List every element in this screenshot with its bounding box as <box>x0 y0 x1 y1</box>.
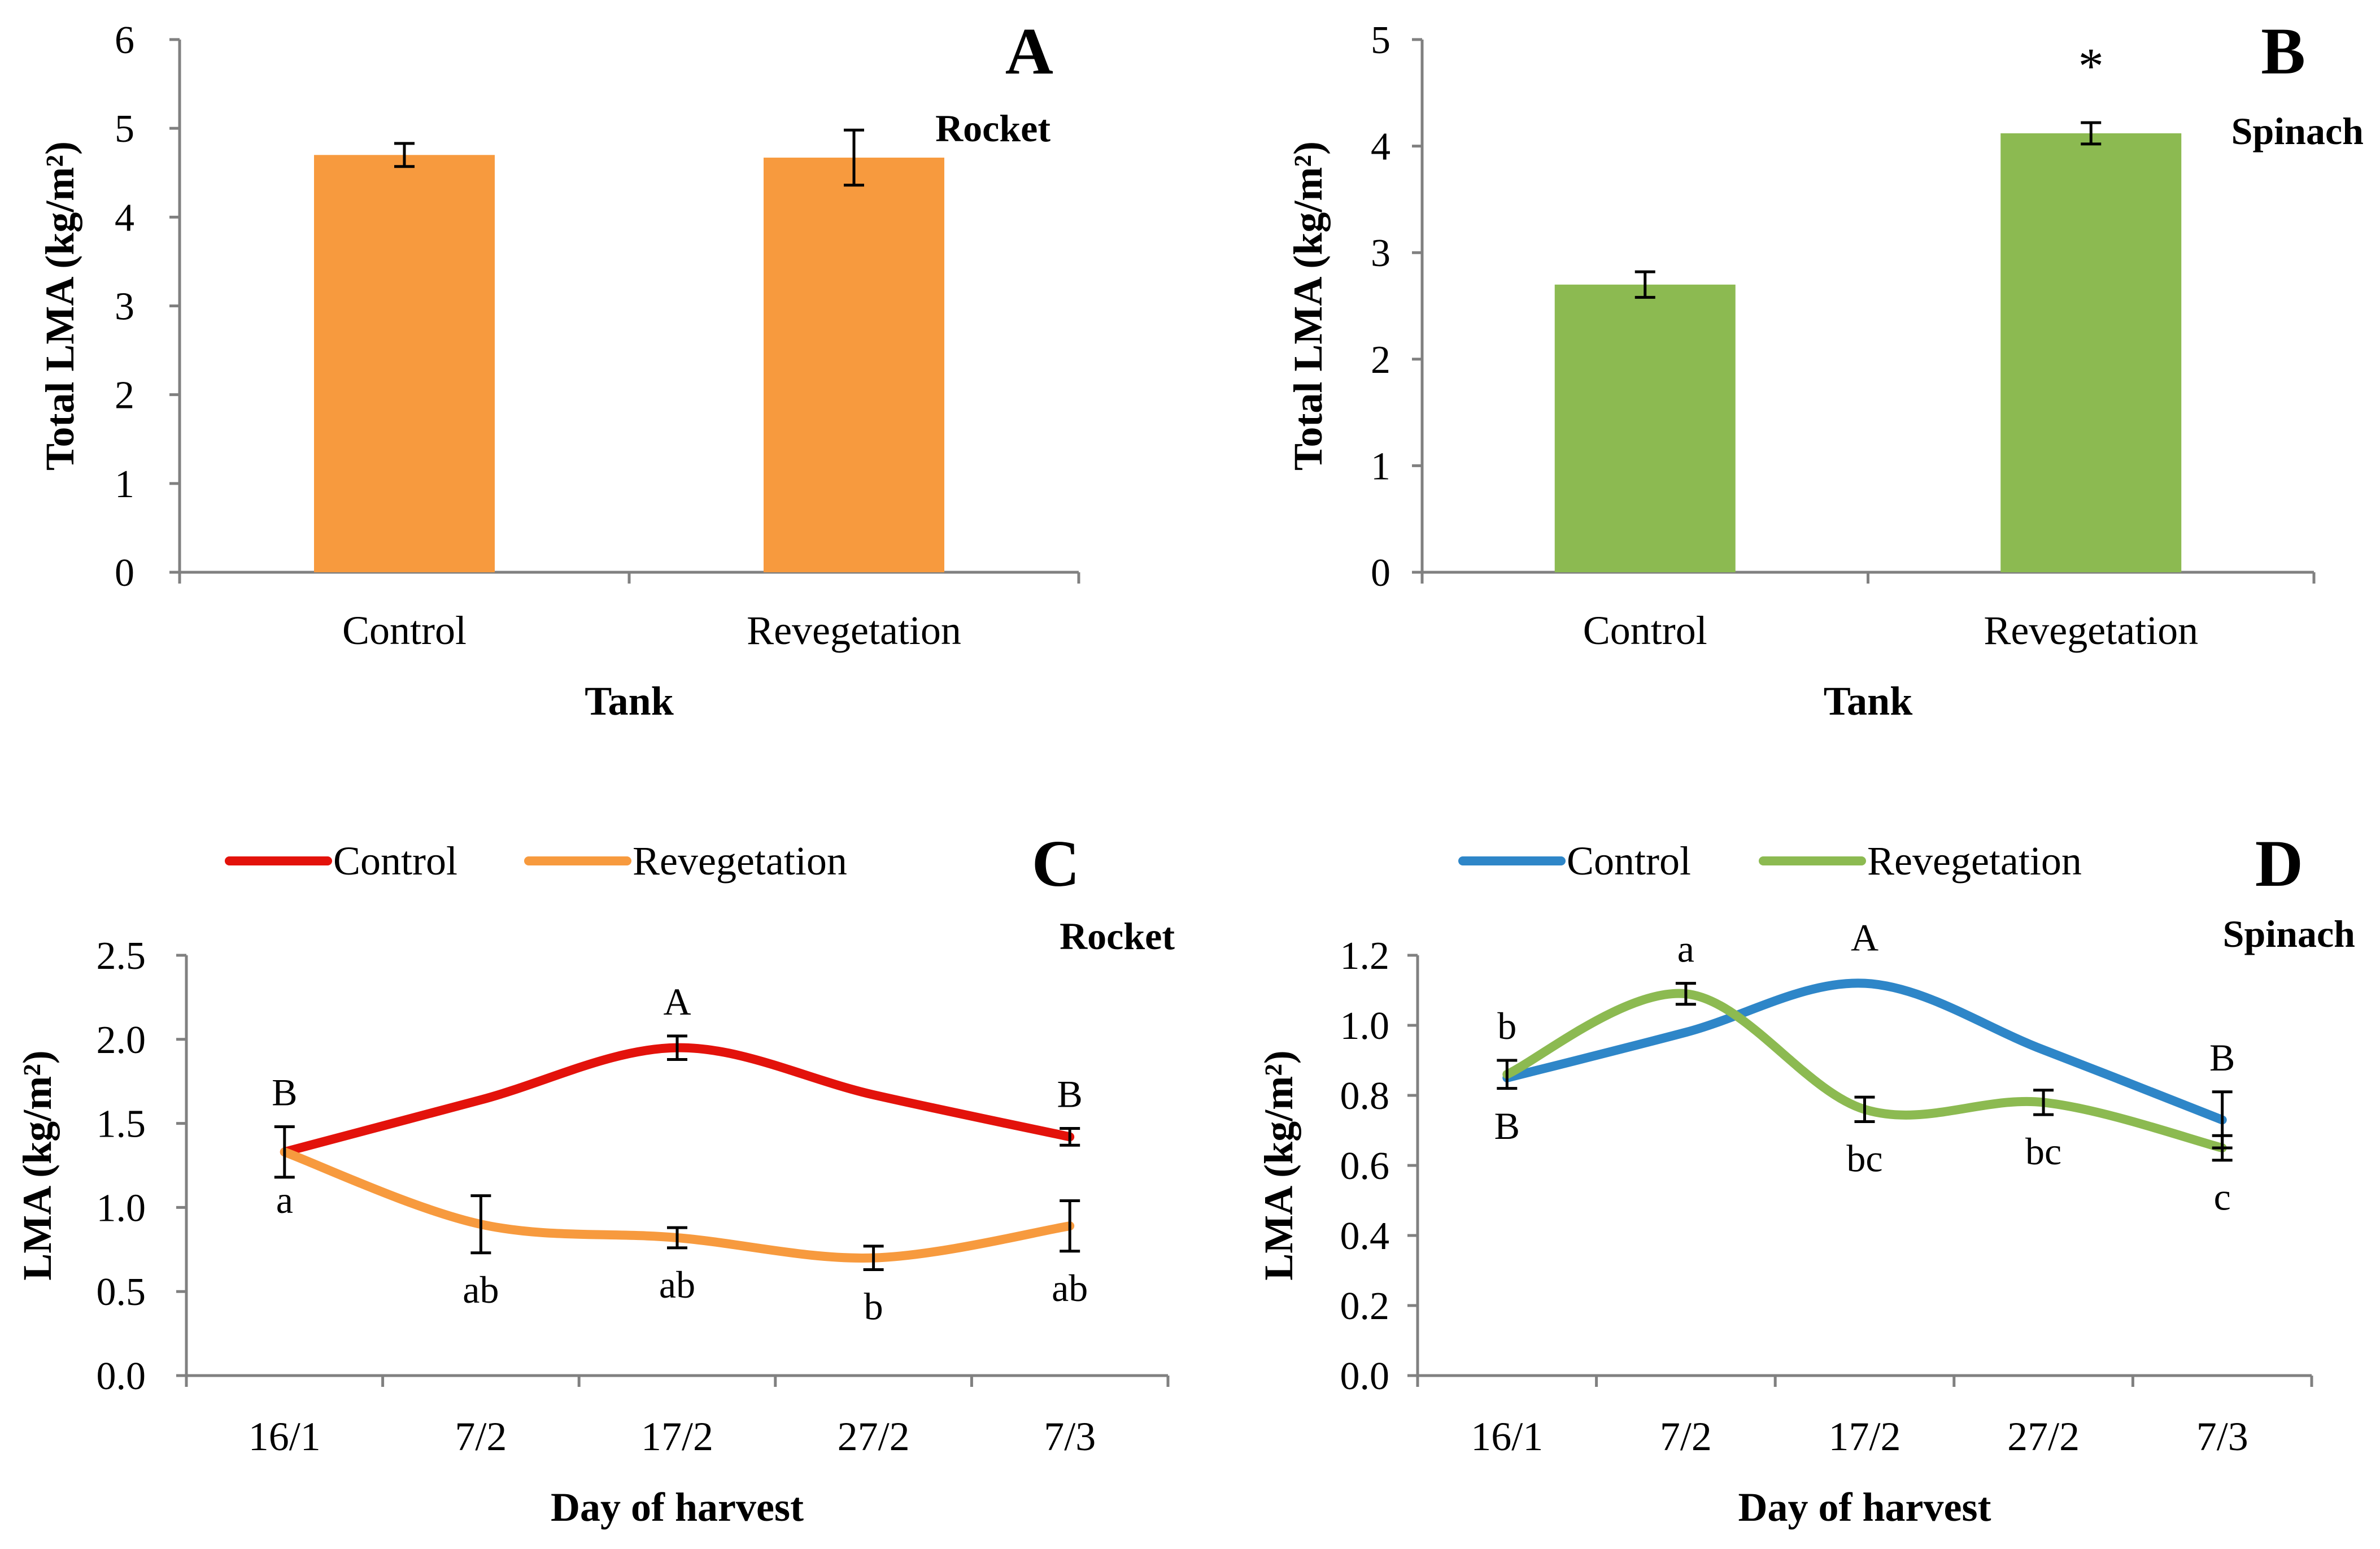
legend-label-revegetation: Revegetation <box>633 838 847 884</box>
y-tick-label: 0.0 <box>1340 1355 1390 1398</box>
x-tick-label: Revegetation <box>747 608 961 653</box>
x-tick-label: 16/1 <box>249 1414 321 1459</box>
significance-letter: ab <box>659 1263 695 1306</box>
y-tick-label: 4 <box>115 196 134 240</box>
y-axis-label: LMA (kg/m²) <box>1256 1050 1301 1281</box>
significance-letter: B <box>2209 1036 2235 1079</box>
bar-control <box>1554 284 1736 572</box>
significance-letter: B <box>1494 1104 1520 1147</box>
y-tick-label: 2.0 <box>97 1019 146 1062</box>
y-tick-label: 0.4 <box>1340 1215 1390 1258</box>
significance-letter: B <box>272 1071 297 1114</box>
y-tick-label: 5 <box>115 107 134 151</box>
x-tick-label: 17/2 <box>1828 1414 1900 1459</box>
y-tick-label: 2.5 <box>97 934 146 978</box>
y-tick-label: 3 <box>115 285 134 329</box>
series-line-control <box>1502 978 2227 1125</box>
significance-letter: bc <box>2025 1130 2061 1173</box>
bar-revegetation <box>764 158 944 572</box>
significance-letter: bc <box>1846 1137 1882 1180</box>
x-tick-label: Revegetation <box>1984 608 2198 653</box>
significance-letter: ab <box>463 1268 499 1311</box>
significance-letter: a <box>1677 928 1694 971</box>
significance-letter: c <box>2214 1176 2231 1219</box>
y-tick-label: 3 <box>1371 232 1390 275</box>
bar-revegetation <box>2000 133 2182 572</box>
y-tick-label: 0.0 <box>97 1355 146 1398</box>
x-tick-label: 17/2 <box>641 1414 713 1459</box>
x-tick-label: Control <box>1583 608 1707 653</box>
panel-title: Rocket <box>935 107 1050 150</box>
y-axis-label: LMA (kg/m²) <box>15 1050 60 1281</box>
y-axis-label: Total LMA (kg/m²) <box>37 141 82 471</box>
series-line-control <box>280 1043 1075 1157</box>
panel-title: Spinach <box>2223 912 2355 955</box>
y-tick-label: 0 <box>115 551 134 595</box>
x-axis-label: Day of harvest <box>1738 1485 1991 1530</box>
significance-letter: ab <box>1052 1267 1088 1309</box>
x-axis-label: Day of harvest <box>551 1485 804 1530</box>
legend-label-control: Control <box>333 838 457 884</box>
y-tick-label: 5 <box>1371 19 1390 62</box>
panel-title: Rocket <box>1060 915 1175 958</box>
y-tick-label: 0.2 <box>1340 1285 1390 1328</box>
y-tick-label: 2 <box>115 374 134 417</box>
legend-label-control: Control <box>1567 838 1691 884</box>
y-tick-label: 1.0 <box>97 1186 146 1230</box>
significance-letter: a <box>276 1178 293 1221</box>
y-tick-label: 1.5 <box>97 1103 146 1146</box>
chart-panel-d: 0.0 0.2 0.4 0.6 0.8 1.0 1.2 16/1 7/2 17/2 27/2 7/3 D… <box>1256 826 2355 1530</box>
y-tick-label: 0.6 <box>1340 1145 1390 1188</box>
y-tick-label: 0.5 <box>97 1270 146 1314</box>
x-tick-label: 7/2 <box>1660 1414 1712 1459</box>
significance-letter: A <box>1851 916 1878 959</box>
x-tick-label: 7/3 <box>2196 1414 2248 1459</box>
x-tick-label: 7/3 <box>1044 1414 1096 1459</box>
y-axis-label: Total LMA (kg/m²) <box>1285 141 1331 471</box>
panel-letter: C <box>1032 826 1080 900</box>
x-tick-label: 16/1 <box>1471 1414 1543 1459</box>
y-tick-label: 1 <box>115 463 134 506</box>
panel-letter: B <box>2261 14 2305 88</box>
x-tick-label: 7/2 <box>455 1414 507 1459</box>
significance-letter: b <box>1497 1004 1516 1047</box>
bar-control <box>314 155 495 573</box>
y-tick-label: 1.0 <box>1340 1004 1390 1048</box>
y-tick-label: 4 <box>1371 125 1390 169</box>
y-tick-label: 6 <box>115 19 134 62</box>
x-tick-label: 27/2 <box>838 1414 910 1459</box>
y-tick-label: 1 <box>1371 445 1390 488</box>
x-axis-label: Tank <box>585 678 674 724</box>
y-tick-label: 0 <box>1371 551 1390 595</box>
chart-panel-c: 0.0 0.5 1.0 1.5 2.0 2.5 16/1 7/2 17/2 27/2 7/3 Day … <box>15 826 1175 1530</box>
y-tick-label: 0.8 <box>1340 1074 1390 1118</box>
significance-letter: B <box>1057 1073 1083 1116</box>
significance-marker: * <box>2078 38 2104 94</box>
significance-letter: A <box>663 980 691 1023</box>
chart-panel-b: 0 1 2 3 4 5 Control Revegetation Tank Total LMA (… <box>1285 14 2364 724</box>
x-tick-label: 27/2 <box>2007 1414 2080 1459</box>
x-axis-label: Tank <box>1824 678 1913 724</box>
y-tick-label: 1.2 <box>1340 934 1390 978</box>
panel-letter: D <box>2255 826 2303 900</box>
legend-label-revegetation: Revegetation <box>1867 838 2082 884</box>
series-line-revegetation <box>1502 989 2227 1152</box>
chart-panel-a: 0 1 2 3 4 5 6 Control Revegetation Tank Total LMA … <box>37 14 1080 724</box>
panel-title: Spinach <box>2231 110 2364 153</box>
significance-letter: b <box>864 1285 883 1328</box>
panel-letter: A <box>1005 14 1053 88</box>
x-tick-label: Control <box>342 608 467 653</box>
y-tick-label: 2 <box>1371 338 1390 382</box>
